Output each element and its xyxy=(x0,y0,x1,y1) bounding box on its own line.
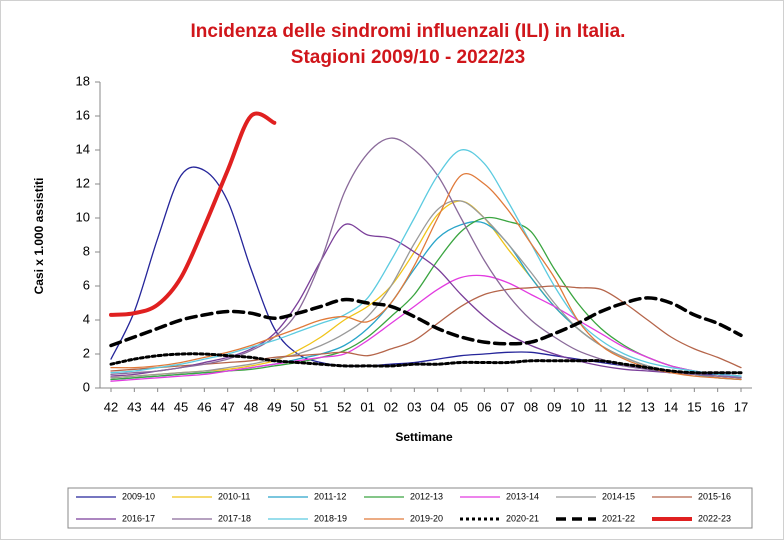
x-tick-label: 42 xyxy=(104,399,118,414)
x-tick-label: 02 xyxy=(384,399,398,414)
series-line xyxy=(109,111,277,317)
x-tick-label: 48 xyxy=(244,399,258,414)
legend-label: 2020-21 xyxy=(506,513,539,523)
legend-label: 2019-20 xyxy=(410,513,443,523)
y-tick-label: 0 xyxy=(83,379,90,394)
series-line xyxy=(110,200,742,379)
x-tick-label: 51 xyxy=(314,399,328,414)
y-tick-label: 16 xyxy=(76,107,90,122)
series-line xyxy=(109,352,743,375)
x-tick-label: 06 xyxy=(477,399,491,414)
legend-label: 2009-10 xyxy=(122,491,155,501)
x-tick-label: 46 xyxy=(197,399,211,414)
legend-label: 2022-23 xyxy=(698,513,731,523)
x-tick-label: 44 xyxy=(150,399,164,414)
chart-title: Stagioni 2009/10 - 2022/23 xyxy=(291,47,525,68)
x-tick-label: 47 xyxy=(220,399,234,414)
series-line xyxy=(110,285,742,372)
x-tick-label: 52 xyxy=(337,399,351,414)
y-tick-label: 8 xyxy=(83,243,90,258)
legend-label: 2010-11 xyxy=(218,491,250,501)
legend-label: 2012-13 xyxy=(410,491,443,501)
series-line xyxy=(110,274,742,382)
y-tick-label: 12 xyxy=(76,175,90,190)
series-line xyxy=(109,296,743,348)
series-line xyxy=(110,137,742,379)
legend-label: 2013-14 xyxy=(506,491,539,501)
x-tick-label: 07 xyxy=(500,399,514,414)
x-tick-label: 12 xyxy=(617,399,631,414)
x-tick-label: 16 xyxy=(710,399,724,414)
y-tick-label: 10 xyxy=(76,209,90,224)
y-tick-label: 18 xyxy=(76,73,90,88)
x-tick-label: 43 xyxy=(127,399,141,414)
chart-title: Incidenza delle sindromi influenzali (IL… xyxy=(191,21,626,42)
x-axis-label: Settimane xyxy=(395,430,453,444)
x-tick-label: 14 xyxy=(664,399,678,414)
y-tick-label: 6 xyxy=(83,277,90,292)
y-tick-label: 4 xyxy=(83,311,90,326)
legend-label: 2011-12 xyxy=(314,491,346,501)
x-tick-label: 04 xyxy=(430,399,444,414)
x-tick-label: 50 xyxy=(290,399,304,414)
x-tick-label: 09 xyxy=(547,399,561,414)
legend-label: 2018-19 xyxy=(314,513,347,523)
x-tick-label: 01 xyxy=(360,399,374,414)
series-line xyxy=(110,149,742,377)
x-tick-label: 08 xyxy=(524,399,538,414)
x-tick-label: 03 xyxy=(407,399,421,414)
series-line xyxy=(110,223,742,379)
x-tick-label: 11 xyxy=(594,399,608,414)
x-tick-label: 13 xyxy=(640,399,654,414)
y-tick-label: 2 xyxy=(83,345,90,360)
y-axis-label: Casi x 1.000 assistiti xyxy=(32,178,46,295)
legend-label: 2016-17 xyxy=(122,513,155,523)
legend-label: 2015-16 xyxy=(698,491,731,501)
legend-box xyxy=(67,487,753,529)
x-tick-label: 49 xyxy=(267,399,281,414)
x-tick-label: 05 xyxy=(454,399,468,414)
legend-label: 2014-15 xyxy=(602,491,635,501)
x-tick-label: 15 xyxy=(687,399,701,414)
legend-label: 2017-18 xyxy=(218,513,251,523)
legend-label: 2021-22 xyxy=(602,513,635,523)
x-tick-label: 17 xyxy=(734,399,748,414)
x-tick-label: 10 xyxy=(570,399,584,414)
x-tick-label: 45 xyxy=(174,399,188,414)
y-tick-label: 14 xyxy=(76,141,90,156)
